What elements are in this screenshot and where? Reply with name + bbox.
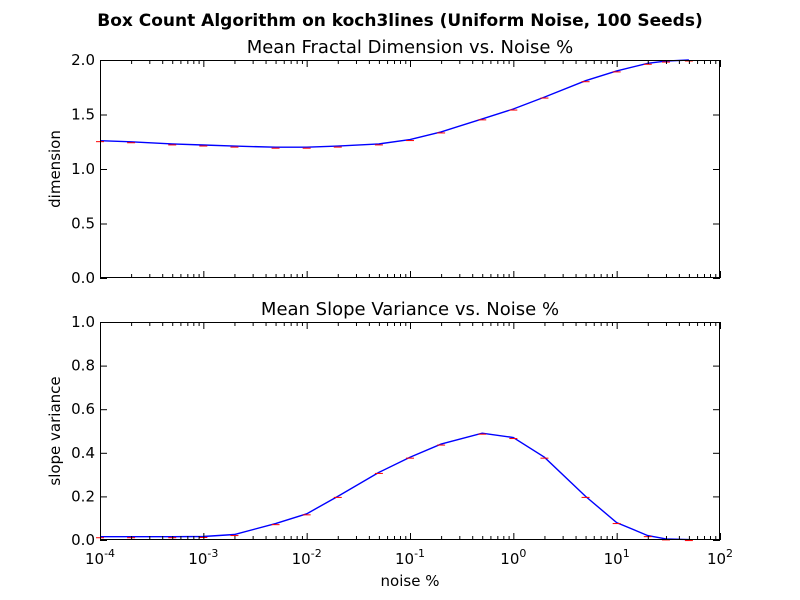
- x-tick-base: 10: [500, 550, 519, 568]
- y-tick-label: 1.0: [71, 160, 95, 178]
- figure-suptitle: Box Count Algorithm on koch3lines (Unifo…: [97, 11, 703, 31]
- slope-variance-tick-layer: 0.0 0.2 0.4 0.6 0.8 1.0: [71, 313, 721, 549]
- x-tick-exponent: 2: [726, 547, 733, 560]
- dimension-tick-layer: 0.0 0.5 1.0 1.5 2.0: [71, 51, 721, 287]
- y-tick-label: 1.5: [71, 106, 95, 124]
- series-line: [99, 59, 689, 148]
- x-tick-label: 10-1: [395, 547, 425, 568]
- x-tick-exponent: -4: [104, 547, 115, 560]
- y-tick-label: 0.6: [71, 400, 95, 418]
- y-tick-label: 0.8: [71, 357, 95, 375]
- slope-variance-panel: Mean Slope Variance vs. Noise % slope va…: [46, 299, 721, 549]
- x-tick-label: 101: [604, 547, 630, 568]
- y-tick-label: 0.2: [71, 487, 95, 505]
- x-tick-base: 10: [85, 550, 104, 568]
- x-tick-labels: 10-4 10-3 10-2 10-1 100 101 102: [85, 547, 733, 568]
- x-tick-label: 10-4: [85, 547, 115, 568]
- x-tick-label: 10-2: [292, 547, 322, 568]
- series-line: [100, 432, 689, 541]
- slope-variance-curve-layer: [96, 432, 693, 542]
- slope-variance-axis-label: slope variance: [46, 376, 64, 485]
- x-tick-base: 10: [395, 550, 414, 568]
- x-tick-exponent: -2: [311, 547, 322, 560]
- x-tick-label: 10-3: [188, 547, 218, 568]
- x-tick-exponent: 0: [519, 547, 526, 560]
- dimension-panel: Mean Fractal Dimension vs. Noise % dimen…: [46, 37, 721, 287]
- x-tick-base: 10: [188, 550, 207, 568]
- y-tick-label: 0.0: [71, 531, 95, 549]
- y-tick-label: 0.5: [71, 215, 95, 233]
- x-axis-label: noise %: [381, 572, 440, 590]
- x-tick-exponent: 1: [623, 547, 630, 560]
- dimension-curve-layer: [96, 59, 693, 149]
- y-tick-label: 0.0: [71, 269, 95, 287]
- dimension-axis-label: dimension: [46, 130, 64, 208]
- y-tick-label: 2.0: [71, 51, 95, 69]
- x-tick-base: 10: [707, 550, 726, 568]
- x-tick-base: 10: [292, 550, 311, 568]
- y-tick-label: 1.0: [71, 313, 95, 331]
- dimension-panel-title: Mean Fractal Dimension vs. Noise %: [247, 37, 574, 58]
- slope-variance-panel-title: Mean Slope Variance vs. Noise %: [261, 299, 559, 320]
- y-tick-label: 0.4: [71, 444, 95, 462]
- x-tick-label: 102: [707, 547, 733, 568]
- x-tick-exponent: -1: [414, 547, 425, 560]
- x-tick-exponent: -3: [207, 547, 218, 560]
- dimension-plot-frame: [100, 60, 720, 278]
- slope-variance-plot-frame: [100, 322, 720, 540]
- x-tick-label: 100: [500, 547, 526, 568]
- x-tick-base: 10: [604, 550, 623, 568]
